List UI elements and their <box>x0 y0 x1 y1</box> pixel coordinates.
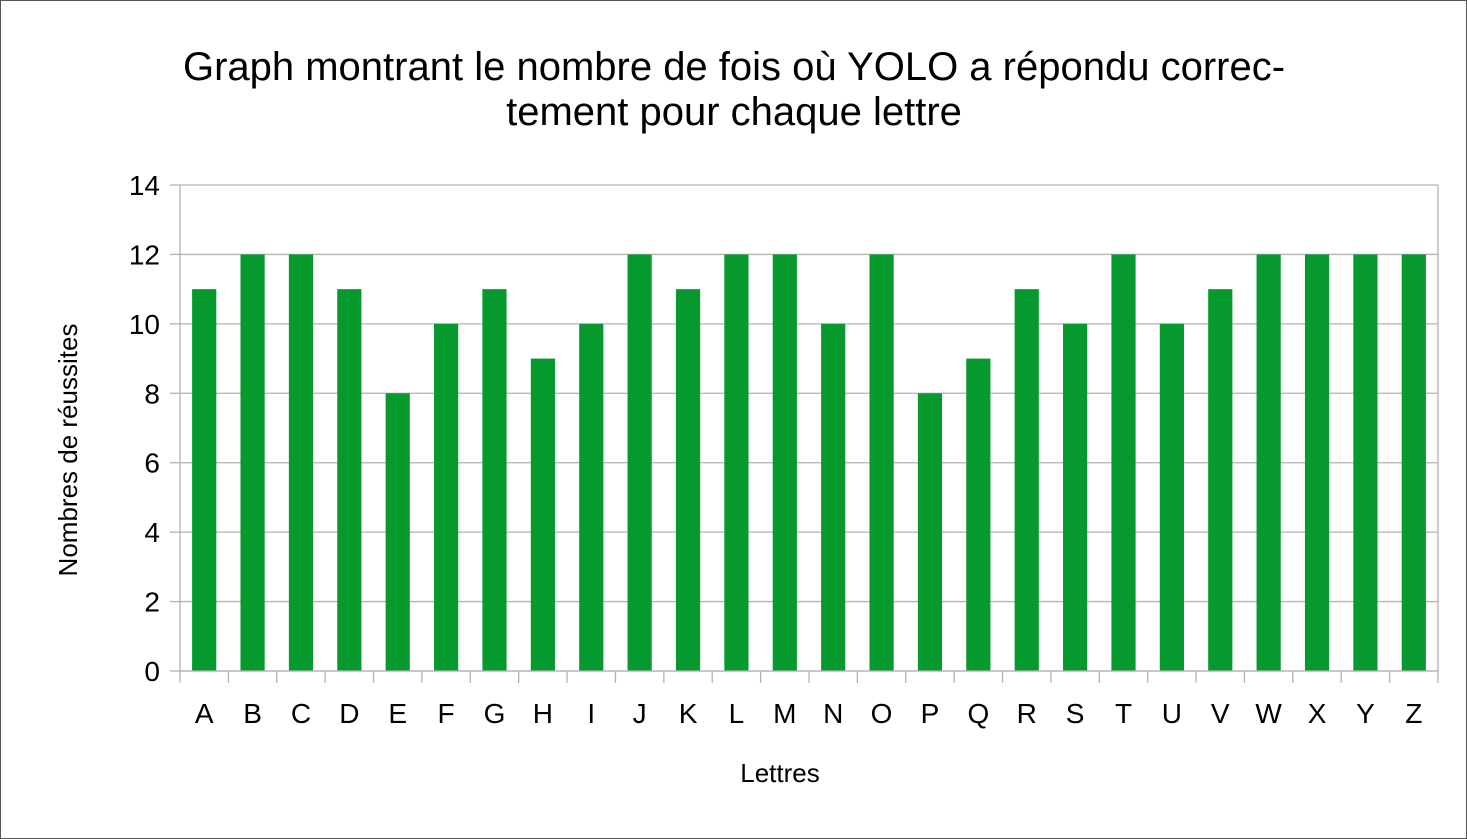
x-tick-label-R: R <box>1017 698 1037 729</box>
bar-H <box>530 358 555 671</box>
bar-D <box>337 289 362 671</box>
y-tick-label: 8 <box>144 378 160 409</box>
x-tick-label-P: P <box>921 698 940 729</box>
bar-S <box>1063 323 1088 671</box>
chart-title-line-2: tement pour chaque lettre <box>506 90 962 134</box>
bar-N <box>821 323 846 671</box>
bar-Y <box>1353 254 1378 671</box>
x-tick-label-F: F <box>438 698 455 729</box>
x-tick-label-K: K <box>679 698 698 729</box>
x-tick-label-U: U <box>1162 698 1182 729</box>
bar-B <box>240 254 265 671</box>
x-axis-title: Lettres <box>740 758 820 788</box>
bar-G <box>482 289 507 671</box>
x-tick-label-V: V <box>1211 698 1230 729</box>
bar-Q <box>966 358 991 671</box>
y-tick-labels: 0 2 4 6 8 10 12 14 <box>129 170 160 687</box>
x-tick-label-W: W <box>1255 698 1282 729</box>
x-tick-label-A: A <box>195 698 214 729</box>
x-tick-label-T: T <box>1115 698 1132 729</box>
x-tick-label-B: B <box>243 698 262 729</box>
x-tick-label-Z: Z <box>1405 698 1422 729</box>
x-tick-label-X: X <box>1308 698 1327 729</box>
bar-I <box>579 323 604 671</box>
x-tick-label-D: D <box>339 698 359 729</box>
x-tick-label-I: I <box>587 698 595 729</box>
bar-X <box>1304 254 1330 671</box>
bar-O <box>869 254 894 671</box>
y-axis-title: Nombres de réussites <box>53 324 83 577</box>
bar-R <box>1014 289 1039 671</box>
x-tick-label-G: G <box>484 698 506 729</box>
x-tick-label-Y: Y <box>1356 698 1375 729</box>
bar-K <box>675 289 701 671</box>
y-tick-label: 10 <box>129 309 160 340</box>
x-tick-label-E: E <box>388 698 407 729</box>
y-tick-label: 6 <box>144 448 160 479</box>
bar-F <box>434 323 459 671</box>
bar-V <box>1208 289 1233 671</box>
y-tick-label: 0 <box>144 656 160 687</box>
bar-C <box>288 254 314 671</box>
x-tick-label-H: H <box>533 698 553 729</box>
y-tick-label: 14 <box>129 170 160 201</box>
x-tick-label-J: J <box>633 698 647 729</box>
y-tick-label: 2 <box>144 587 160 618</box>
bar-E <box>385 393 410 671</box>
bars <box>192 254 1426 671</box>
bar-Z <box>1401 254 1426 671</box>
gridlines <box>180 184 1439 672</box>
axes <box>170 184 1439 683</box>
x-tick-label-S: S <box>1066 698 1085 729</box>
bar-J <box>627 254 652 671</box>
bar-A <box>192 289 217 671</box>
y-tick-label: 12 <box>129 239 160 270</box>
bar-L <box>724 254 749 671</box>
x-tick-label-Q: Q <box>967 698 989 729</box>
x-tick-label-M: M <box>773 698 796 729</box>
bar-M <box>772 254 797 671</box>
x-tick-label-C: C <box>291 698 311 729</box>
chart-title-line-1: Graph montrant le nombre de fois où YOLO… <box>183 45 1285 89</box>
bar-W <box>1256 254 1281 671</box>
x-tick-label-N: N <box>823 698 843 729</box>
bar-T <box>1111 254 1136 671</box>
y-tick-label: 4 <box>144 517 160 548</box>
bar-U <box>1159 323 1184 671</box>
x-tick-label-L: L <box>729 698 745 729</box>
x-tick-label-O: O <box>871 698 893 729</box>
bar-P <box>917 393 943 671</box>
